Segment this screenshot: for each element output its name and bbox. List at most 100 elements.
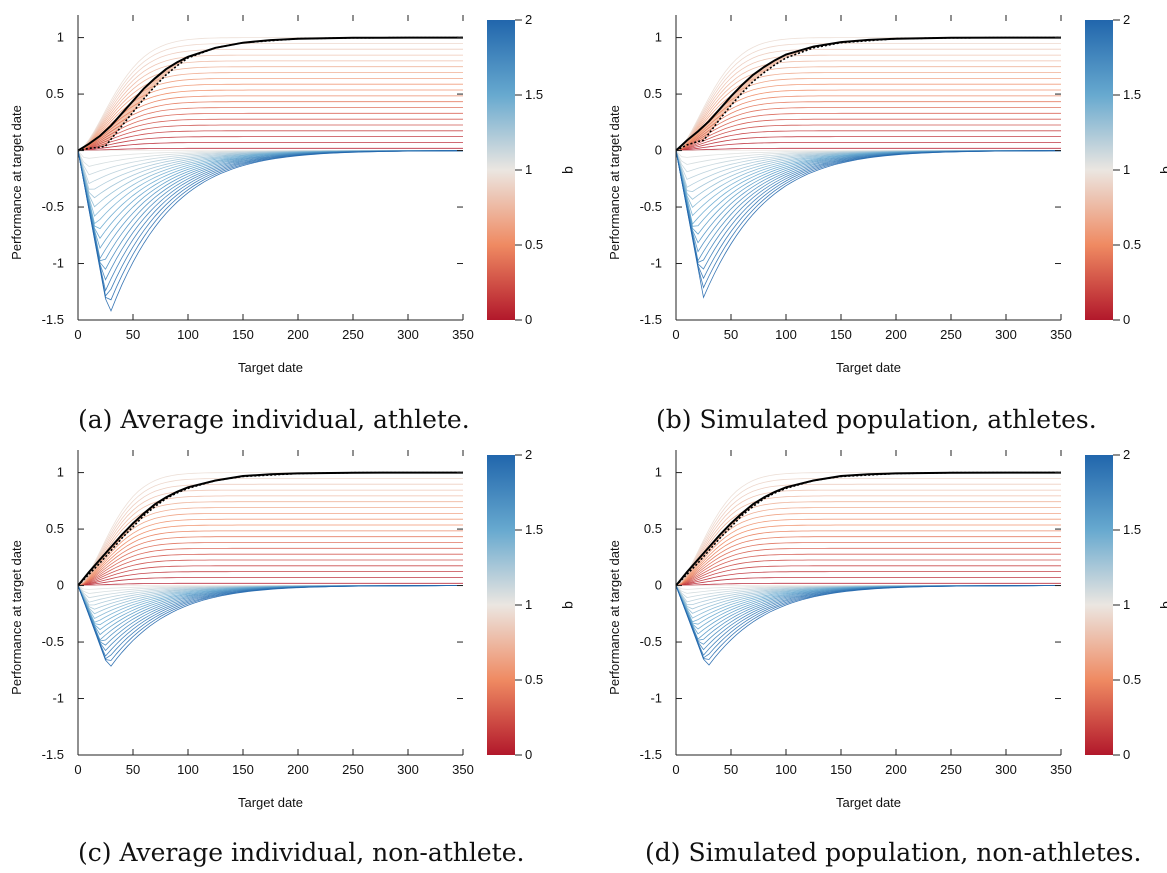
y-tick-label: 1: [57, 30, 64, 45]
q-curve: [77, 483, 463, 586]
q-curve: [675, 585, 1061, 630]
y-tick-label: -0.5: [42, 634, 64, 649]
colorbar-tick-label: 1.5: [1123, 87, 1141, 102]
q-curve: [77, 83, 463, 151]
y-tick-label: -1.5: [42, 747, 64, 762]
q-curve: [675, 66, 1061, 151]
q-curve: [675, 150, 1061, 299]
q-curve: [77, 565, 463, 586]
q-curve: [77, 571, 463, 586]
x-tick-label: 50: [724, 762, 738, 777]
q-curve: [675, 472, 1061, 586]
x-tick-label: 300: [397, 327, 419, 342]
x-tick-label: 250: [342, 762, 364, 777]
x-tick-label: 0: [74, 327, 81, 342]
q-curve: [675, 83, 1061, 151]
caption-d: (d) Simulated population, non-athletes.: [645, 838, 1142, 867]
colorbar-tick-label: 2: [525, 12, 532, 27]
y-axis-label: Performance at target date: [607, 540, 622, 695]
q-curve: [675, 524, 1061, 586]
x-tick-label: 350: [1050, 762, 1072, 777]
q-curve: [675, 89, 1061, 151]
q-curve: [77, 150, 463, 230]
q-curve: [675, 107, 1061, 151]
q-curve: [675, 118, 1061, 151]
q-curve: [77, 582, 463, 586]
panel-b-chart: 0 50 100 150 200 250 300 350 -1.5 -1 -0.5 0 0.5 1 Targ…: [607, 12, 1167, 375]
q-curve: [675, 72, 1061, 151]
q-curve: [77, 54, 463, 151]
x-tick-label: 100: [177, 327, 199, 342]
q-curve: [77, 530, 463, 586]
panel-c-chart: 0 50 100 150 200 250 300 350 -1.5 -1 -0.5 0 0.5 1 Targ…: [9, 447, 578, 810]
q-curve: [77, 95, 463, 151]
y-tick-label: 0: [655, 578, 662, 593]
y-tick-label: -0.5: [640, 634, 662, 649]
colorbar-label: q: [1160, 166, 1167, 174]
q-curve: [675, 530, 1061, 586]
x-tick-label: 50: [724, 327, 738, 342]
colorbar-label: q: [562, 601, 578, 609]
colorbar: [1085, 455, 1113, 755]
colorbar-tick-label: 1.5: [1123, 522, 1141, 537]
q-curve: [675, 60, 1061, 151]
y-tick-label: -1.5: [640, 312, 662, 327]
q-curve: [675, 95, 1061, 151]
panel-a-chart: 0 50 100 150 200 250 300 350 -1.5 -1 -0.5 0 0.5 1 Targ…: [9, 12, 578, 375]
colorbar-tick-label: 1: [1123, 597, 1130, 612]
q-curve: [675, 577, 1061, 586]
q-curve: [77, 585, 463, 641]
y-tick-label: -1.5: [640, 747, 662, 762]
q-curve: [675, 542, 1061, 586]
q-curve: [77, 559, 463, 586]
q-curve: [77, 536, 463, 586]
q-curve: [675, 112, 1061, 151]
q-curve: [77, 130, 463, 151]
y-axis-label: Performance at target date: [607, 105, 622, 260]
colorbar: [487, 455, 515, 755]
q-curve: [675, 489, 1061, 586]
q-curve: [675, 78, 1061, 151]
x-tick-label: 100: [775, 327, 797, 342]
q-curve: [77, 489, 463, 586]
q-curve: [675, 585, 1061, 641]
q-curve: [77, 43, 463, 151]
colorbar-tick-label: 1.5: [525, 522, 543, 537]
q-curve: [77, 577, 463, 586]
q-curve: [675, 585, 1061, 651]
q-curve: [77, 72, 463, 151]
colorbar-label: q: [1160, 601, 1167, 609]
q-curve: [77, 112, 463, 151]
q-curve: [77, 37, 463, 151]
q-curve: [77, 585, 463, 652]
q-curve: [675, 553, 1061, 586]
q-curve: [77, 518, 463, 586]
x-tick-label: 250: [940, 327, 962, 342]
x-tick-label: 150: [830, 327, 852, 342]
x-axis-label: Target date: [238, 795, 303, 810]
colorbar-tick-label: 2: [525, 447, 532, 462]
optimum-region: [78, 472, 463, 586]
y-tick-label: 0.5: [46, 521, 64, 536]
y-tick-label: 0: [655, 143, 662, 158]
q-curve: [675, 142, 1061, 151]
colorbar-tick-label: 1: [525, 597, 532, 612]
q-curve: [77, 478, 463, 586]
q-curve: [77, 585, 463, 626]
q-curve: [675, 136, 1061, 151]
x-tick-label: 300: [995, 762, 1017, 777]
x-tick-label: 200: [287, 327, 309, 342]
optimum-solid-line: [675, 36, 1061, 152]
q-curve: [77, 585, 463, 642]
y-tick-label: -1.5: [42, 312, 64, 327]
q-curve: [77, 147, 463, 151]
optimum-dotted-line: [77, 36, 464, 152]
q-curve: [675, 565, 1061, 586]
x-tick-label: 200: [287, 762, 309, 777]
y-axis-label: Performance at target date: [9, 105, 24, 260]
q-curve: [77, 585, 463, 667]
q-curve: [675, 101, 1061, 151]
optimum-region: [676, 472, 1061, 586]
x-tick-label: 250: [342, 327, 364, 342]
